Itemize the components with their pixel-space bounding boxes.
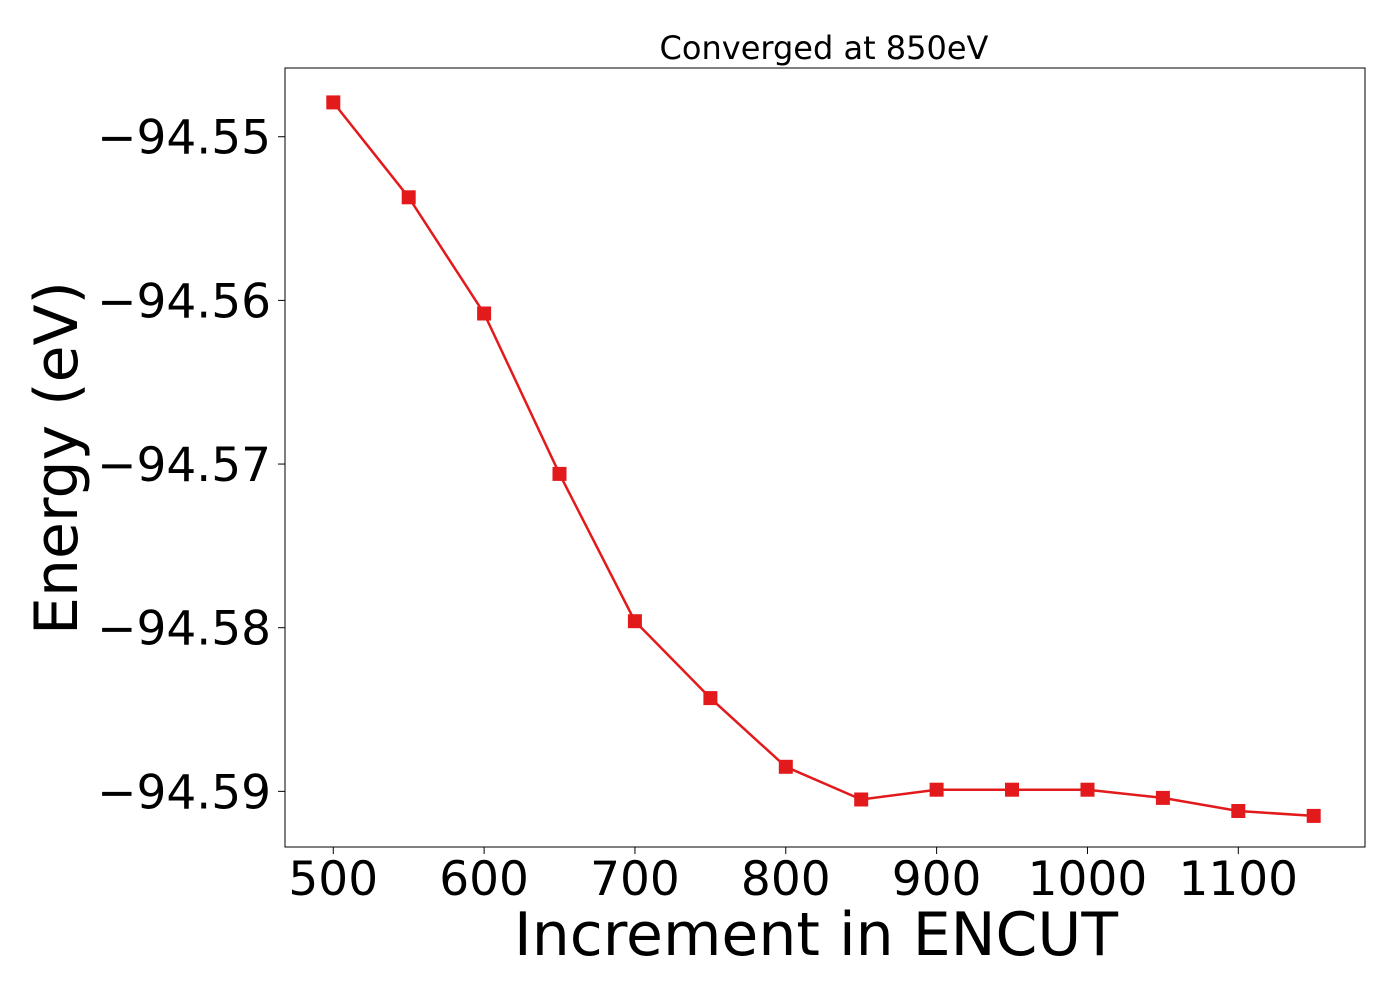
y-axis-title: Energy (eV)	[22, 281, 92, 635]
y-axis-ticks: −94.55 −94.56 −94.57 −94.58 −94.59	[97, 111, 285, 820]
plot-frame	[284, 67, 1366, 848]
x-tick-label: 1100	[1178, 852, 1298, 907]
data-point-marker	[929, 782, 944, 797]
data-point-marker	[703, 691, 718, 706]
data-point-marker	[1155, 790, 1170, 805]
data-point-marker	[854, 792, 869, 807]
x-tick-label: 600	[439, 852, 529, 907]
data-point-markers	[326, 95, 1321, 823]
data-point-marker	[401, 190, 416, 205]
x-tick-label: 500	[288, 852, 378, 907]
data-point-marker	[778, 759, 793, 774]
y-tick-label: −94.56	[97, 274, 271, 329]
x-axis-ticks: 500 600 700 800 900 1000 1100	[288, 847, 1298, 907]
x-axis-title: Increment in ENCUT	[514, 900, 1118, 970]
y-tick-label: −94.55	[97, 111, 271, 166]
data-point-marker	[326, 95, 341, 110]
chart-title: Converged at 850eV	[660, 29, 989, 67]
x-tick-label: 900	[892, 852, 982, 907]
y-tick-label: −94.58	[97, 602, 271, 657]
data-point-marker	[1306, 808, 1321, 823]
data-point-marker	[627, 614, 642, 629]
data-point-marker	[1005, 782, 1019, 797]
data-point-marker	[1231, 804, 1246, 818]
data-point-marker	[552, 466, 567, 481]
x-tick-label: 800	[741, 852, 831, 907]
data-point-marker	[1080, 782, 1095, 797]
x-tick-label: 1000	[1028, 852, 1148, 907]
energy-series-line	[332, 101, 1314, 818]
x-tick-label: 700	[590, 852, 680, 907]
y-tick-label: −94.57	[97, 438, 271, 493]
y-tick-label: −94.59	[97, 765, 271, 820]
data-point-marker	[477, 306, 492, 321]
